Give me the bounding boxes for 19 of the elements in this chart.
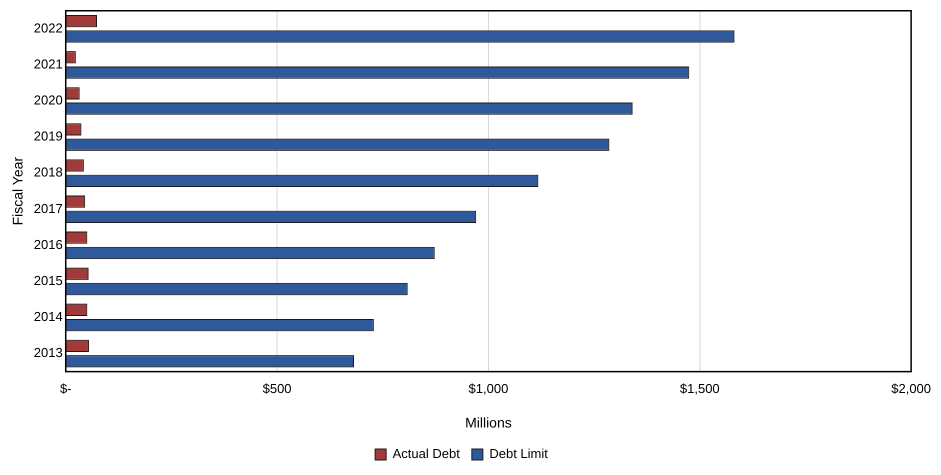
legend-label: Actual Debt [392, 446, 460, 462]
x-tick-label: $1,000 [468, 380, 508, 396]
y-tick-label: 2015 [34, 272, 63, 288]
x-tick-label: $1,500 [680, 380, 720, 396]
y-tick-label: 2017 [34, 200, 63, 216]
y-axis-title: Fiscal Year [9, 156, 26, 226]
y-tick-label: 2020 [34, 92, 63, 108]
y-tick-label: 2019 [34, 128, 63, 144]
y-tick-label: 2014 [34, 309, 63, 324]
x-tick-label: $500 [262, 380, 292, 396]
y-tick-label: 2018 [34, 164, 63, 180]
x-tick-label: $2,000 [891, 380, 931, 396]
y-tick-label: 2016 [34, 236, 63, 252]
x-axis-title: Millions [465, 414, 512, 430]
x-tick-label: $- [60, 380, 72, 396]
y-tick-label: 2021 [34, 56, 63, 72]
legend-label: Debt Limit [489, 446, 548, 462]
y-tick-label: 2022 [34, 20, 63, 36]
y-tick-label: 2013 [34, 345, 63, 360]
